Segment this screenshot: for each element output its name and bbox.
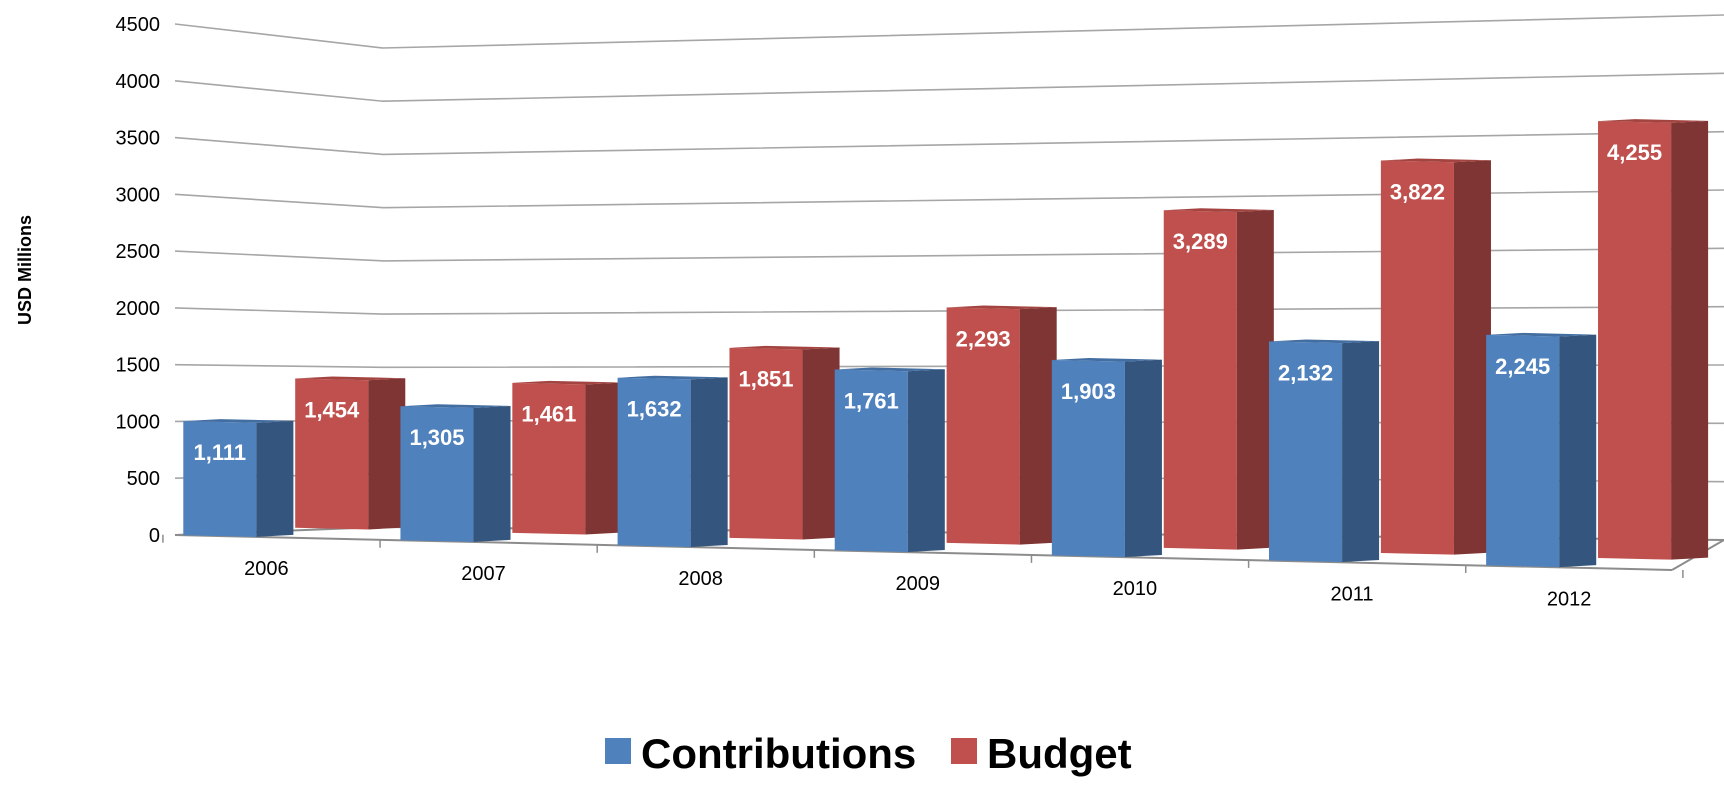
contributions-data-label: 1,305 [409, 425, 464, 450]
x-tick-label: 2010 [1113, 578, 1158, 600]
budget-bar-2012 [1598, 119, 1709, 560]
x-tick-label: 2007 [461, 563, 506, 585]
gridline-3500 [174, 130, 1724, 156]
contributions-data-label: 1,903 [1061, 379, 1116, 404]
contributions-data-label: 1,632 [627, 397, 682, 422]
contributions-data-label: 2,132 [1278, 360, 1333, 385]
y-tick-label: 4000 [116, 71, 161, 93]
x-tick-label: 2009 [896, 573, 941, 595]
legend-label: Contributions [641, 730, 916, 777]
y-tick-label: 4500 [116, 14, 161, 36]
contributions-data-label: 2,245 [1495, 354, 1550, 379]
x-tick-label: 2012 [1547, 588, 1592, 610]
budget-data-label: 3,822 [1390, 179, 1445, 204]
gridline-2500 [174, 247, 1724, 262]
bars [183, 119, 1709, 568]
legend-item-budget: Budget [951, 730, 1132, 777]
budget-bar-2010 [1163, 208, 1274, 550]
contributions-bar-2008 [617, 375, 728, 547]
legend-label: Budget [987, 730, 1132, 777]
gridline-3000 [174, 189, 1724, 209]
contributions-data-label: 1,111 [194, 440, 247, 465]
y-tick-label: 3000 [116, 184, 161, 206]
contributions-bar-2007 [400, 404, 511, 542]
budget-data-label: 2,293 [956, 326, 1011, 351]
legend-swatch [951, 738, 977, 764]
y-tick-label: 1000 [116, 411, 161, 433]
budget-data-label: 1,454 [304, 397, 360, 422]
budget-bar-2008 [729, 345, 840, 540]
x-tick-label: 2011 [1331, 583, 1374, 605]
legend: Contributions Budget [605, 730, 1132, 777]
budget-data-label: 4,255 [1607, 140, 1662, 165]
budget-data-label: 3,289 [1173, 229, 1228, 254]
budget-bar-2007 [512, 380, 623, 535]
y-tick-label: 0 [149, 525, 160, 547]
y-axis-label: USD Millions [15, 215, 35, 325]
x-tick-label: 2008 [678, 568, 723, 590]
contributions-bar-2011 [1268, 339, 1380, 563]
gridline-4000 [174, 72, 1724, 103]
y-tick-label: 1500 [116, 355, 161, 377]
contributions-data-label: 1,761 [844, 388, 899, 413]
y-tick-label: 500 [127, 468, 160, 490]
y-tick-label: 2500 [116, 241, 161, 263]
legend-item-contributions: Contributions [605, 730, 916, 777]
contributions-bar-2012 [1486, 332, 1597, 568]
x-tick-label: 2006 [244, 558, 289, 580]
gridline-2000 [174, 305, 1724, 315]
budget-data-label: 1,851 [738, 367, 793, 392]
y-tick-label: 2000 [116, 298, 161, 320]
contributions-bar-2006 [183, 419, 294, 537]
budget-bar-2009 [946, 305, 1057, 545]
contributions-bar-2009 [834, 367, 945, 552]
y-tick-label: 3500 [116, 128, 161, 150]
budget-bar-2011 [1380, 158, 1491, 555]
x-axis-line [174, 534, 1673, 571]
legend-swatch [605, 738, 631, 764]
data-labels: 1,454 1,461 1,851 2,293 3,289 3,822 4,255 1,111… [194, 140, 1663, 465]
budget-bar-2006 [295, 376, 406, 530]
axes: 0 500 1000 1500 2000 2500 3000 3500 4000 4500 2006… [116, 14, 1724, 610]
gridline-4500 [174, 14, 1724, 49]
contributions-bar-2010 [1051, 357, 1162, 558]
budget-data-label: 1,461 [521, 402, 576, 427]
